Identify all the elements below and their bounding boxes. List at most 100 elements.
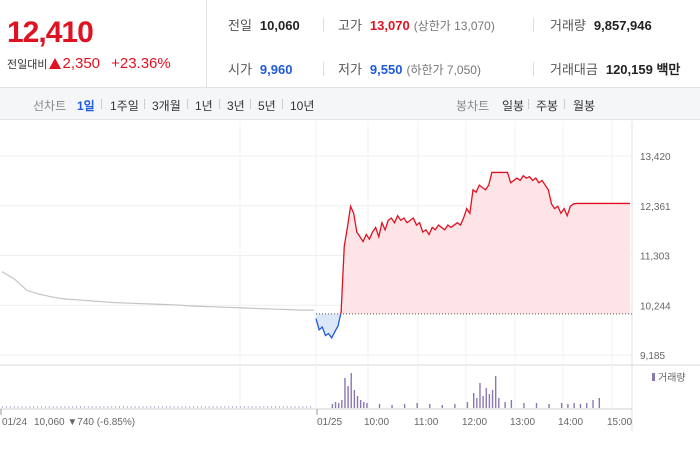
volume-bar bbox=[366, 403, 368, 408]
period-1y[interactable]: 1년 bbox=[195, 99, 213, 113]
volume-bar bbox=[122, 406, 124, 408]
prev-day-line bbox=[1, 271, 314, 311]
volume-bar bbox=[302, 406, 304, 408]
divider bbox=[101, 99, 102, 109]
volume-bar bbox=[208, 406, 210, 408]
volume-bar bbox=[146, 406, 148, 408]
volume-bar bbox=[103, 406, 105, 408]
volume-label: 거래량 bbox=[550, 18, 586, 33]
period-5y[interactable]: 5년 bbox=[258, 99, 276, 113]
volume-bar bbox=[228, 406, 230, 408]
period-1w[interactable]: 1주일 bbox=[110, 99, 139, 113]
volume-bar bbox=[91, 406, 93, 408]
volume-bar bbox=[363, 402, 365, 408]
divider bbox=[219, 99, 220, 109]
volume-bar bbox=[337, 403, 340, 408]
volume-bar bbox=[177, 406, 179, 408]
y-tick-label: 12,361 bbox=[640, 202, 671, 213]
volume-bar bbox=[359, 400, 362, 408]
low-label: 저가 bbox=[338, 62, 362, 77]
line-chart-label: 선차트 bbox=[33, 99, 67, 113]
volume-bar bbox=[476, 398, 478, 408]
x-tick-label: 01/25 bbox=[317, 417, 342, 428]
stat-open: 시가 9,960 bbox=[228, 59, 292, 78]
volume-bar bbox=[263, 406, 265, 408]
volume-bar bbox=[169, 406, 171, 408]
volume-bar bbox=[310, 406, 312, 408]
volume-bar bbox=[142, 406, 144, 408]
volume-bar bbox=[403, 404, 406, 408]
divider bbox=[323, 18, 324, 32]
volume-bar bbox=[232, 406, 234, 408]
candle-daily[interactable]: 일봉 bbox=[502, 99, 525, 113]
stat-turnover: 거래대금 120,159 백만 bbox=[550, 59, 680, 78]
x-tick-label: 10:00 bbox=[364, 417, 389, 428]
candle-chart-label: 봉차트 bbox=[456, 99, 490, 113]
candle-monthly[interactable]: 월봉 bbox=[573, 99, 596, 113]
quote-header: 12,410 전일대비 2,350 +23.36% 전일 10,060 고가 13,0… bbox=[0, 0, 700, 88]
volume-bar bbox=[130, 406, 132, 408]
volume-bar bbox=[586, 403, 588, 408]
volume-bar bbox=[68, 406, 70, 408]
volume-bar bbox=[52, 406, 54, 408]
volume-bar bbox=[204, 406, 206, 408]
period-3m[interactable]: 3개월 bbox=[152, 99, 181, 113]
x-tick-label: 14:00 bbox=[558, 417, 583, 428]
divider bbox=[564, 99, 565, 109]
volume-legend-label: 거래량 bbox=[658, 372, 686, 384]
volume-bar bbox=[282, 406, 284, 408]
price-chart: 13,420 12,361 11,303 10,244 9,185 01/24 01/25 1… bbox=[0, 121, 700, 450]
volume-bar bbox=[334, 402, 337, 408]
volume-bar bbox=[454, 404, 456, 408]
volume-bar bbox=[115, 406, 117, 408]
prev-day-footer: 10,060 ▼740 (-6.85%) bbox=[34, 417, 135, 428]
divider bbox=[533, 18, 534, 32]
volume-bar bbox=[344, 378, 346, 408]
change-amount: 2,350 bbox=[62, 55, 101, 72]
volume-bar bbox=[13, 406, 15, 408]
volume-bar bbox=[290, 406, 292, 408]
period-3y[interactable]: 3년 bbox=[227, 99, 245, 113]
volume-bar bbox=[138, 406, 140, 408]
volume-bar bbox=[197, 406, 198, 408]
volume-bar bbox=[189, 406, 191, 408]
volume-bar bbox=[510, 400, 513, 408]
volume-bar bbox=[41, 406, 42, 408]
volume-bar bbox=[126, 406, 128, 408]
volume-bar bbox=[441, 405, 443, 408]
volume-bar bbox=[216, 406, 218, 408]
x-tick-label: 01/24 bbox=[2, 417, 27, 428]
volume-bar bbox=[275, 406, 276, 408]
y-tick-label: 9,185 bbox=[640, 351, 665, 362]
volume-legend-swatch bbox=[652, 373, 655, 381]
volume-bar bbox=[193, 406, 195, 408]
volume-bar bbox=[56, 406, 58, 408]
volume-bar bbox=[173, 406, 175, 408]
volume-bar bbox=[255, 406, 257, 408]
period-10y[interactable]: 10년 bbox=[290, 99, 315, 113]
current-price: 12,410 bbox=[7, 16, 94, 49]
chart-toolbar: 선차트 1일 1주일 3개월 1년 3년 5년 10년 봉차트 일봉 주봉 월봉 bbox=[0, 88, 700, 120]
volume-bar bbox=[25, 406, 27, 408]
candle-weekly[interactable]: 주봉 bbox=[536, 99, 559, 113]
period-1d[interactable]: 1일 bbox=[77, 99, 95, 113]
volume-bar bbox=[185, 406, 187, 408]
divider bbox=[250, 99, 251, 109]
volume-bar bbox=[72, 406, 74, 408]
volume-bar bbox=[341, 400, 343, 408]
volume-bar bbox=[64, 406, 66, 408]
price-change: 전일대비 2,350 +23.36% bbox=[7, 55, 171, 72]
volume-bar bbox=[391, 405, 393, 408]
volume-bar bbox=[29, 406, 31, 408]
volume-bar bbox=[181, 406, 183, 408]
y-tick-label: 13,420 bbox=[640, 152, 671, 163]
volume-bar bbox=[416, 403, 418, 408]
open-value: 9,960 bbox=[259, 62, 293, 77]
volume-bar bbox=[429, 404, 431, 408]
stat-volume: 거래량 9,857,946 bbox=[550, 15, 652, 34]
turnover-value: 120,159 백만 bbox=[605, 62, 681, 77]
volume-bar bbox=[491, 390, 494, 408]
volume-bar bbox=[259, 406, 261, 408]
volume-bar bbox=[498, 398, 500, 408]
volume-bar bbox=[200, 406, 202, 408]
